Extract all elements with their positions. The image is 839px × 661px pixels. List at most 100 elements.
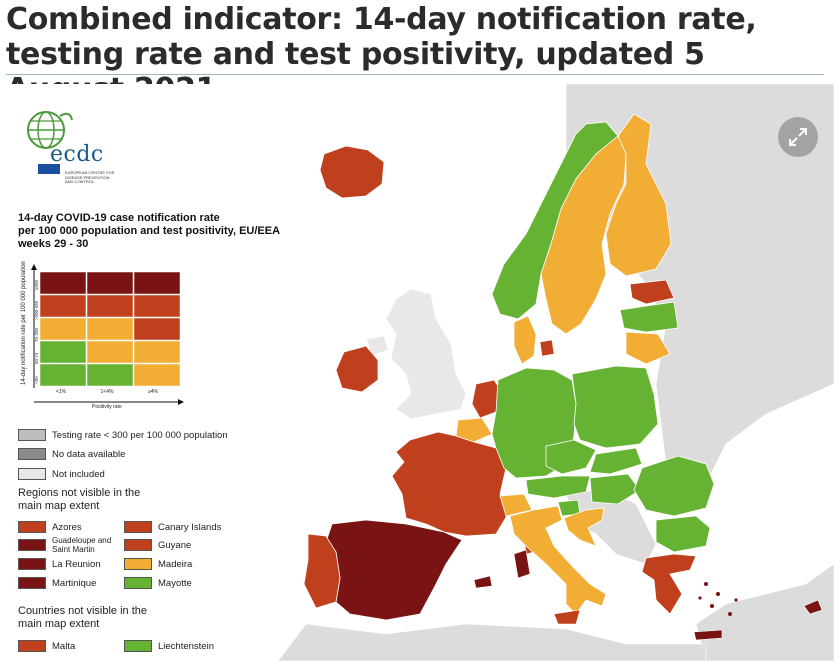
matrix-cell-orange (133, 363, 181, 387)
matrix-cell-dark-red (86, 271, 134, 295)
matrix-y-label: 14-day notification rate per 100 000 pop… (21, 261, 27, 385)
map-region-crete (693, 629, 723, 641)
map-region-czechia (545, 439, 597, 475)
matrix-cell-orange (86, 317, 134, 341)
country-label: Malta (52, 641, 76, 652)
legend-matrix: 14-day notification rate per 100 000 pop… (14, 261, 194, 410)
matrix-col-label: ≥4% (148, 389, 158, 395)
globe-icon (27, 111, 73, 174)
map-region-balearic-islands (473, 575, 493, 589)
matrix-cell-red (133, 294, 181, 318)
map-region-sardinia (513, 549, 531, 579)
country-swatch (124, 640, 152, 652)
matrix-x-label: Positivity rate (92, 404, 122, 410)
map-region-lithuania (625, 331, 671, 365)
legend-swatch-not-included (18, 468, 46, 480)
region-label: Canary Islands (158, 522, 222, 533)
region-swatch (18, 558, 46, 570)
expand-icon (789, 128, 807, 146)
map-region-romania (633, 455, 715, 517)
matrix-row-label: 50-74 (34, 352, 39, 364)
map-region-croatia (563, 507, 605, 547)
countries-heading: Countries not visible in the main map ex… (18, 605, 148, 630)
region-swatch (124, 558, 152, 570)
legend-title-line: per 100 000 population and test positivi… (18, 225, 281, 237)
country-swatch (18, 640, 46, 652)
map-region-denmark (513, 315, 537, 365)
matrix-cell-green (39, 340, 87, 364)
regions-heading: Regions not visible in the main map exte… (18, 487, 141, 512)
region-swatch (18, 539, 46, 551)
expand-button[interactable] (778, 117, 818, 157)
legend-swatch-no-data (18, 448, 46, 460)
matrix-row-label: ≥500 (34, 280, 39, 290)
logo-wordmark: ecdc (50, 142, 104, 167)
map-region-hungary (589, 473, 641, 505)
region-label: Guyane (158, 540, 192, 551)
matrix-row-label: <50 (34, 376, 39, 384)
matrix-col-label: <1% (55, 389, 67, 395)
matrix-row-label: 75-200 (34, 327, 39, 342)
legend-title-line: 14-day COVID-19 case notification rate (18, 212, 220, 224)
matrix-cell-green (39, 363, 87, 387)
matrix-cell-red (86, 294, 134, 318)
region-label: Mayotte (158, 578, 192, 589)
matrix-grid (31, 264, 184, 405)
region-label: La Reunion (52, 559, 101, 570)
map-region-italy (509, 505, 607, 615)
y-axis-arrowhead (31, 264, 37, 270)
region-swatch (124, 577, 152, 589)
map-panel[interactable]: ecdc EUROPEAN CENTRE FOR DISEASE PREVENT… (6, 84, 834, 661)
map-region-ireland (335, 345, 379, 393)
map-region-greece (641, 553, 697, 615)
map-region-france (391, 431, 509, 537)
map-region-poland (571, 365, 659, 449)
matrix-cell-red (133, 317, 181, 341)
aegean-islands (698, 582, 738, 616)
legend-label-no-data: No data available (52, 449, 126, 460)
map-region-finland (605, 113, 672, 277)
matrix-cell-orange (39, 317, 87, 341)
map-region-switzerland (499, 493, 533, 517)
legend-title-line: weeks 29 - 30 (18, 238, 89, 250)
matrix-cell-green (86, 363, 134, 387)
map-region-slovakia (589, 447, 643, 475)
ecdc-logo: ecdc EUROPEAN CENTRE FOR DISEASE PREVENT… (20, 106, 115, 184)
map-region-belgium (455, 417, 493, 443)
matrix-cell-orange (133, 340, 181, 364)
map-region-cyprus (803, 599, 823, 615)
region-swatch (124, 521, 152, 533)
map-region-sicily (553, 609, 581, 625)
region-swatch (18, 577, 46, 589)
x-axis-arrowhead (178, 399, 184, 405)
region-label: Madeira (158, 559, 193, 570)
matrix-cell-dark-red (133, 271, 181, 295)
map-region-iceland (319, 145, 385, 199)
matrix-cell-red (39, 294, 87, 318)
map-region-north-africa (277, 623, 707, 661)
title-divider (6, 74, 824, 75)
map-region-bulgaria (655, 515, 711, 553)
map-region-united-kingdom (385, 288, 467, 420)
region-label: Guadeloupe and Saint Martin (52, 536, 112, 554)
matrix-cell-dark-red (39, 271, 87, 295)
region-swatch (124, 539, 152, 551)
legend-title: 14-day COVID-19 case notification rate p… (18, 212, 281, 251)
legend-label-not-included: Not included (52, 469, 105, 480)
region-swatch (18, 521, 46, 533)
region-label: Azores (52, 522, 82, 533)
map-region-estonia (629, 279, 675, 305)
map-region-norway (491, 121, 619, 320)
legend-panel: ecdc EUROPEAN CENTRE FOR DISEASE PREVENT… (6, 84, 281, 661)
matrix-row-label: >200-499 (34, 300, 39, 320)
legend-swatch-low-testing (18, 429, 46, 441)
map-region-denmark-islands (539, 339, 555, 357)
legend-label-low-testing: Testing rate < 300 per 100 000 populatio… (52, 430, 228, 441)
country-label: Liechtenstein (158, 641, 214, 652)
page-title: Combined indicator: 14-day notification … (6, 2, 757, 107)
matrix-cell-orange (86, 340, 134, 364)
map-region-latvia (619, 301, 679, 333)
map-region-portugal (303, 533, 341, 609)
matrix-col-label: 1<4% (100, 389, 114, 395)
map-region-sweden (540, 135, 627, 335)
